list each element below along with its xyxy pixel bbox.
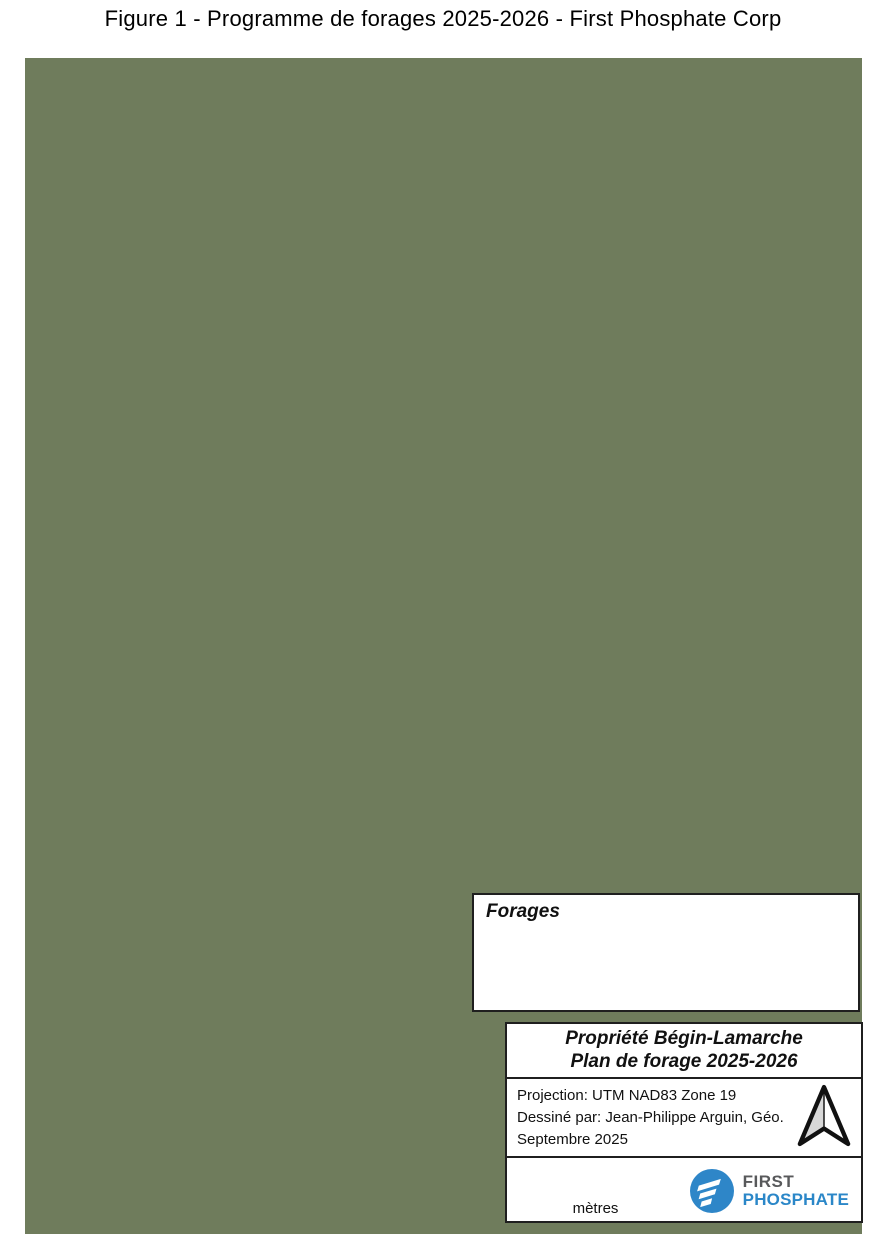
info-title: Propriété Bégin-Lamarche Plan de forage … bbox=[507, 1024, 861, 1079]
north-arrow-icon bbox=[797, 1084, 851, 1147]
figure-title: Figure 1 - Programme de forages 2025-202… bbox=[104, 6, 782, 31]
company-logo: FIRST PHOSPHATE bbox=[689, 1168, 849, 1214]
logo-line2: PHOSPHATE bbox=[742, 1190, 849, 1209]
projection-note: Projection: UTM NAD83 Zone 19 bbox=[517, 1087, 737, 1104]
logo-text: FIRST PHOSPHATE bbox=[743, 1173, 849, 1209]
info-bottom: mètres FIRST PHOSPHATE bbox=[507, 1158, 861, 1224]
logo-mark-icon bbox=[689, 1169, 734, 1213]
map-info-box: Propriété Bégin-Lamarche Plan de forage … bbox=[505, 1022, 863, 1223]
legend: Forages bbox=[472, 893, 860, 1012]
scale-bar-graphic bbox=[527, 1182, 664, 1197]
property-name: Propriété Bégin-Lamarche bbox=[565, 1028, 803, 1049]
author-note: Dessiné par: Jean-Philippe Arguin, Géo. bbox=[517, 1109, 784, 1126]
plan-name: Plan de forage 2025-2026 bbox=[570, 1051, 798, 1072]
date-note: Septembre 2025 bbox=[517, 1131, 628, 1148]
info-meta: Projection: UTM NAD83 Zone 19 Dessiné pa… bbox=[507, 1079, 861, 1158]
legend-title: Forages bbox=[486, 901, 560, 922]
logo-line1: FIRST bbox=[742, 1172, 795, 1191]
scale-bar: mètres bbox=[517, 1160, 689, 1222]
map-frame: Forages Propriété Bégin-Lamarche Plan de… bbox=[14, 47, 873, 1245]
scale-unit-label: mètres bbox=[572, 1200, 619, 1217]
